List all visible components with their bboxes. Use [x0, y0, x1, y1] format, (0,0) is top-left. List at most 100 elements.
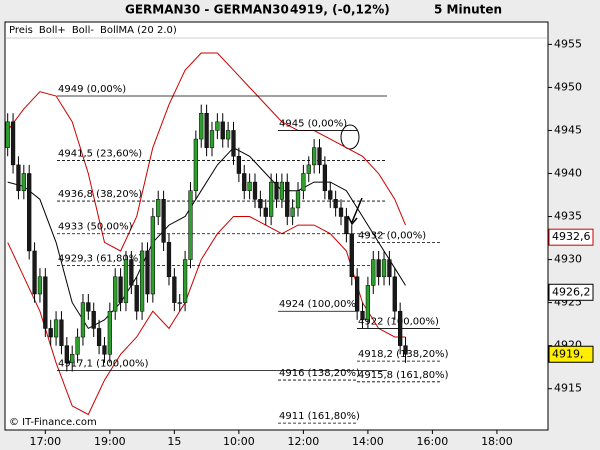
candle-body [285, 181, 290, 217]
y-tick-label: 4930 [554, 253, 582, 266]
candle-body [134, 285, 139, 312]
price-marker [548, 228, 594, 246]
copyright: © IT-Finance.com [9, 417, 97, 428]
y-tick-label: 4945 [554, 123, 582, 136]
hand-drawn-circle [340, 124, 360, 150]
candle-body [166, 242, 172, 278]
hand-drawn-arrow [347, 197, 363, 226]
candle-body [193, 138, 198, 191]
candle-body [392, 276, 397, 312]
price-marker-label: 4932,6 [552, 230, 591, 243]
candle-body [5, 121, 10, 148]
candle-body [360, 310, 365, 321]
y-tick-label: 4935 [554, 210, 582, 223]
legend-entry: Boll- [72, 25, 95, 36]
x-tick-label: 19:00 [94, 435, 126, 448]
candle-body [177, 302, 182, 304]
y-tick-label: 4955 [554, 37, 582, 50]
fib-label: 4924 (100,00%) [279, 299, 360, 310]
x-tick-label: 12:00 [288, 435, 320, 448]
candle-body [27, 173, 32, 252]
candle-body [371, 259, 376, 286]
candle-body [199, 112, 204, 140]
candle-body [53, 319, 59, 338]
candle-body [312, 147, 317, 166]
candle-body [242, 173, 247, 191]
legend-entry: BollMA (20 2.0) [100, 25, 177, 36]
candle-body [301, 173, 306, 191]
candle-body [161, 199, 166, 243]
candle-body [91, 310, 96, 329]
candle-body [225, 130, 231, 140]
price-marker-label: 4919, [552, 347, 584, 360]
candle-body [123, 259, 129, 303]
x-tick-label: 10:00 [223, 435, 255, 448]
candle-body [365, 285, 371, 321]
candle-body [387, 259, 392, 278]
candle-body [21, 173, 26, 191]
candle-body [150, 216, 155, 295]
candle-body [80, 302, 86, 338]
candle-body [252, 181, 258, 200]
fib-label: 4949 (0,00%) [58, 84, 126, 95]
x-tick-label: 15 [167, 435, 181, 448]
candle-body [32, 250, 37, 295]
candle-body [75, 336, 80, 355]
fib-label: 4945 (0,00%) [279, 118, 347, 129]
fib-label: 4936,8 (38,20%) [58, 189, 142, 200]
candle-body [37, 276, 43, 295]
band-line [7, 52, 406, 252]
legend-entry: Preis [9, 25, 33, 36]
candle-body [290, 207, 295, 217]
chart-interval: 5 Minuten [434, 3, 502, 17]
candle-body [113, 276, 118, 312]
candle-body [188, 190, 193, 260]
candle-body [172, 276, 177, 303]
candle-body [322, 164, 328, 191]
candle-body [16, 164, 21, 191]
band-line [7, 147, 406, 330]
fib-label: 4929,3 (61,80%) [58, 254, 142, 265]
candle-body [338, 207, 344, 217]
candle-body [274, 181, 279, 200]
candle-body [306, 164, 311, 174]
candle-body [268, 181, 274, 217]
candle-body [333, 199, 338, 209]
y-tick-label: 4940 [554, 166, 582, 179]
fib-label: 4918,2 (138,20%) [358, 349, 449, 360]
candle-body [263, 207, 268, 217]
candle-body [295, 190, 301, 209]
candle-body [70, 354, 75, 364]
y-tick-label: 4915 [554, 382, 582, 395]
candle-body [209, 130, 215, 148]
candle-body [220, 121, 225, 140]
candle-body [215, 121, 220, 131]
x-tick-label: 16:00 [417, 435, 449, 448]
price-marker [548, 345, 594, 363]
candle-body [48, 328, 53, 338]
candle-body [156, 199, 161, 217]
candle-body [145, 250, 150, 295]
candle-body [398, 310, 403, 346]
candle-body [118, 276, 123, 303]
fib-label: 4916 (138,20%) [279, 368, 360, 379]
x-tick-label: 14:00 [352, 435, 384, 448]
chart-subtitle: 4919, (-0,12%) [290, 3, 390, 17]
price-marker [548, 283, 594, 301]
x-tick-label: 18:00 [481, 435, 513, 448]
candle-body [258, 199, 263, 209]
candle-body [279, 181, 285, 200]
candle-body [349, 233, 354, 278]
chart-title: GERMAN30 - GERMAN30 [125, 3, 289, 17]
candle-body [43, 276, 48, 329]
candle-body [102, 345, 107, 355]
candle-body [236, 156, 241, 174]
band-line [7, 216, 406, 416]
candle-body [107, 310, 112, 355]
price-marker-label: 4926,2 [552, 285, 591, 298]
x-tick-label: 17:00 [29, 435, 61, 448]
candle-body [204, 112, 209, 148]
candle-body [344, 216, 349, 234]
fib-label: 4915,8 (161,80%) [358, 370, 449, 381]
